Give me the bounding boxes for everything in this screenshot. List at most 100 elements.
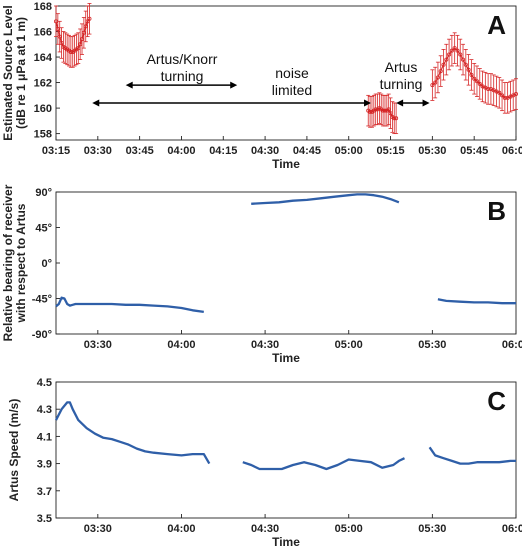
y-tick-label: 160: [34, 103, 52, 115]
y-tick-label: -45°: [32, 294, 52, 306]
annotation-text: noise: [275, 65, 309, 81]
y-tick-label: 3.5: [37, 513, 52, 525]
series-line-3: [428, 446, 516, 465]
panel-a: 158 160 162 164 166 168 03:15 03:30 03:45 04:00 04…: [1, 1, 522, 171]
y-axis-label: Artus Speed (m/s): [7, 399, 21, 502]
annotation-text: Artus/Knorr: [147, 51, 218, 67]
x-tick-label: 05:00: [335, 523, 363, 535]
data-point: [461, 57, 466, 62]
x-tick-label: 03:15: [42, 145, 70, 157]
y-tick-label: 4.3: [37, 404, 52, 416]
data-point: [85, 19, 90, 24]
x-axis-label: Time: [272, 157, 300, 171]
x-tick-label: 04:30: [251, 523, 279, 535]
arrow-head-right: [230, 81, 238, 89]
data-point: [474, 79, 479, 84]
annotation-text: Artus: [385, 59, 418, 75]
data-point: [55, 26, 60, 31]
x-axis-label: Time: [272, 535, 300, 549]
x-tick-label: 05:30: [418, 523, 446, 535]
y-tick-label: 168: [34, 1, 52, 13]
y-tick-label: 90°: [35, 187, 52, 199]
x-tick-label: 03:30: [84, 523, 112, 535]
data-point: [373, 107, 378, 112]
data-point: [458, 52, 463, 57]
data-point: [368, 109, 373, 114]
data-point: [430, 83, 435, 88]
x-tick-label: 04:00: [167, 145, 195, 157]
data-point: [449, 48, 454, 53]
data-point: [381, 108, 386, 113]
arrow-head-right: [422, 99, 430, 107]
x-tick-label: 04:30: [251, 145, 279, 157]
data-point: [78, 42, 83, 47]
plot-frame: [55, 381, 517, 519]
data-point: [386, 107, 391, 112]
data-point: [466, 67, 471, 72]
y-tick-label: 3.9: [37, 459, 52, 471]
y-tick-label: -90°: [32, 329, 52, 341]
data-point: [80, 37, 85, 42]
x-tick-label: 06:00: [502, 339, 522, 351]
x-tick-label: 05:30: [418, 145, 446, 157]
series-line-3: [432, 47, 517, 99]
y-tick-label: 164: [34, 52, 53, 64]
data-point: [435, 75, 440, 80]
data-point: [497, 90, 502, 95]
data-point: [500, 93, 505, 98]
y-axis-label: Relative bearing of receiver: [1, 184, 15, 341]
series-line-1: [54, 401, 211, 465]
x-tick-label: 03:30: [84, 339, 112, 351]
data-point: [388, 111, 393, 116]
x-tick-label: 05:45: [460, 145, 488, 157]
data-point: [76, 46, 81, 51]
panel-label: A: [487, 10, 506, 40]
x-tick-label: 06:00: [502, 145, 522, 157]
data-point: [477, 81, 482, 86]
x-tick-label: 05:00: [335, 339, 363, 351]
y-axis-label: Estimated Source Level: [1, 5, 15, 140]
data-point: [447, 52, 452, 57]
data-point: [455, 48, 460, 53]
plot-frame: [55, 191, 517, 335]
data-point: [433, 80, 438, 85]
x-axis-label: Time: [272, 351, 300, 365]
data-point: [59, 41, 64, 46]
data-point: [392, 116, 397, 121]
x-tick-label: 04:15: [209, 145, 237, 157]
y-tick-label: 0°: [41, 258, 52, 270]
data-point: [394, 116, 399, 121]
data-point: [81, 30, 86, 35]
series-line-2: [242, 457, 405, 471]
plot-frame: [55, 5, 517, 141]
data-point: [87, 16, 92, 21]
data-point: [444, 57, 449, 62]
panel-c: 3.5 3.7 3.9 4.1 4.3 4.5 03:30 04:00 04:30 05:00 05…: [7, 377, 522, 549]
data-point: [472, 76, 477, 81]
y-tick-label: 4.1: [37, 431, 52, 443]
annotation-text: turning: [161, 68, 204, 84]
y-tick-label: 3.7: [37, 486, 52, 498]
series-line-2: [251, 193, 400, 205]
series-line-1: [55, 296, 204, 314]
annotation-text: limited: [272, 82, 312, 98]
y-tick-label: 45°: [35, 223, 52, 235]
y-axis-label: with respect to Artus: [14, 203, 28, 323]
y-tick-label: 158: [34, 129, 52, 141]
data-point: [441, 62, 446, 67]
series-line-2: [367, 107, 397, 119]
arrow-head-left: [125, 81, 133, 89]
panel-label: B: [487, 196, 506, 226]
x-tick-label: 04:00: [167, 523, 195, 535]
x-tick-label: 06:00: [502, 523, 522, 535]
arrow-head-right: [364, 99, 372, 107]
data-point: [68, 49, 73, 54]
series-line-3: [437, 298, 516, 305]
data-point: [469, 72, 474, 77]
x-tick-label: 04:45: [293, 145, 321, 157]
x-tick-label: 05:00: [335, 145, 363, 157]
data-point: [486, 86, 491, 91]
x-tick-label: 03:45: [126, 145, 154, 157]
data-point: [463, 62, 468, 67]
